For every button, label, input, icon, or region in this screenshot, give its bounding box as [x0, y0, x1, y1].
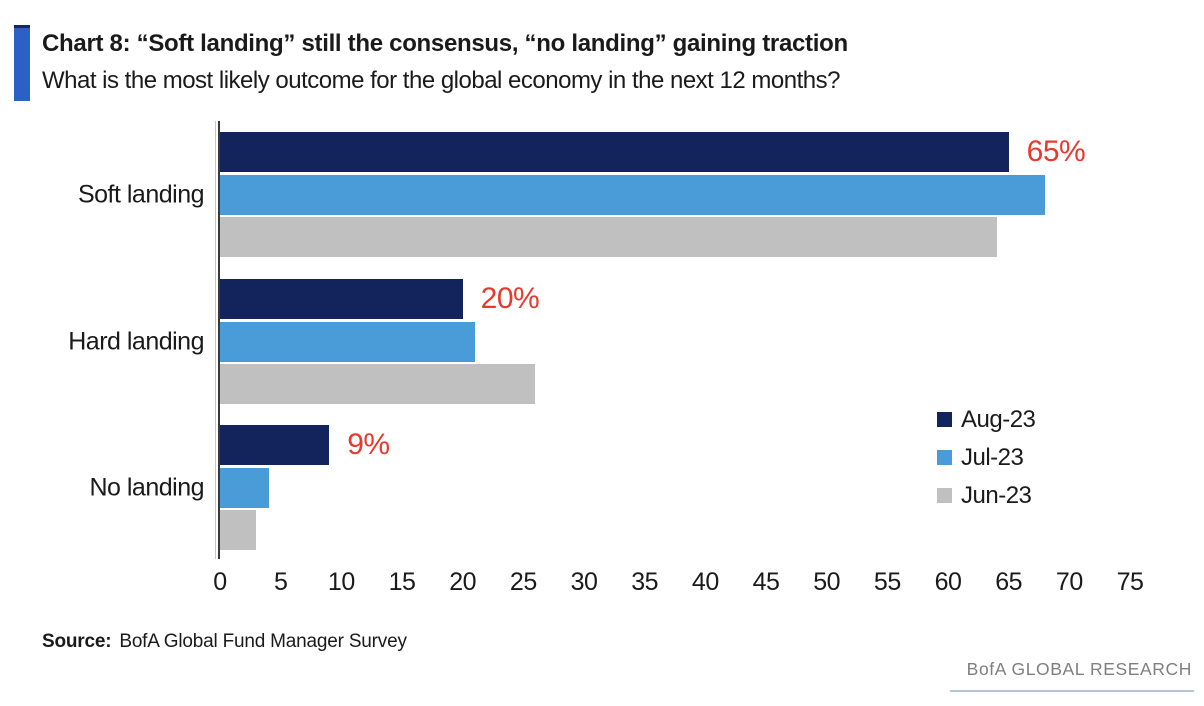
x-tick-label-5: 5	[273, 568, 288, 596]
bar-jul-23-no-landing	[220, 467, 269, 508]
x-tick-label-70: 70	[1055, 568, 1083, 596]
legend-item-aug-23: Aug-23	[937, 406, 1036, 433]
legend-label-jun-23: Jun-23	[961, 482, 1032, 509]
x-tick-label-25: 25	[509, 568, 537, 596]
bar-jul-23-hard-landing	[220, 321, 475, 362]
category-label-hard-landing: Hard landing	[68, 327, 204, 355]
category-axis: Soft landing Hard landing No landing	[0, 123, 204, 557]
x-tick-label-35: 35	[631, 568, 659, 596]
x-tick-label-45: 45	[752, 568, 780, 596]
source-label: Source:	[42, 631, 112, 652]
category-label-soft-landing: Soft landing	[77, 180, 205, 208]
bar-jun-23-soft-landing	[220, 217, 997, 257]
x-tick-label-0: 0	[213, 568, 227, 596]
x-tick-label-10: 10	[327, 568, 355, 596]
x-tick-label-30: 30	[570, 568, 598, 596]
legend-swatch-aug-23	[937, 412, 952, 427]
brand-text: BofA GLOBAL RESEARCH	[966, 659, 1192, 679]
x-tick-label-75: 75	[1116, 568, 1144, 596]
brand-rule	[950, 690, 1194, 692]
source-text: BofA Global Fund Manager Survey	[119, 631, 407, 652]
data-label-65-: 65%	[1026, 135, 1086, 168]
legend-label-jul-23: Jul-23	[961, 444, 1024, 471]
bar-jul-23-soft-landing	[220, 174, 1046, 215]
bar-aug-23-hard-landing	[220, 279, 463, 319]
x-tick-label-15: 15	[388, 568, 416, 596]
x-tick-label-60: 60	[934, 568, 962, 596]
x-axis: 0 5 10 15 20 25 30 35 40 45 50 55 60 65 70 75	[213, 568, 1144, 600]
legend-swatch-jun-23	[937, 488, 952, 503]
legend-item-jul-23: Jul-23	[937, 444, 1035, 471]
chart-header: Chart 8: “Soft landing” still the consen…	[14, 25, 848, 101]
bar-jun-23-hard-landing	[220, 364, 536, 404]
x-tick-label-50: 50	[813, 568, 841, 596]
x-tick-label-40: 40	[691, 568, 719, 596]
bar-aug-23-soft-landing	[220, 132, 1009, 172]
legend-item-jun-23: Jun-23	[937, 482, 1035, 509]
plot-area: 65% 20% 9%	[215, 121, 1130, 559]
x-tick-label-65: 65	[995, 568, 1023, 596]
legend: Aug-23 Jul-23 Jun-23	[937, 406, 1036, 520]
x-tick-label-55: 55	[873, 568, 901, 596]
accent-bar	[14, 25, 30, 101]
bar-aug-23-no-landing	[220, 425, 330, 465]
legend-label-aug-23: Aug-23	[961, 406, 1036, 433]
data-label-20-: 20%	[480, 282, 540, 315]
data-label-9-: 9%	[347, 428, 390, 461]
y-axis-shadow-line	[215, 121, 216, 559]
x-tick-label-20: 20	[449, 568, 477, 596]
chart-subtitle: What is the most likely outcome for the …	[42, 67, 840, 94]
bar-jun-23-no-landing	[220, 510, 257, 550]
y-axis-line	[218, 121, 220, 559]
chart-title: Chart 8: “Soft landing” still the consen…	[42, 30, 848, 57]
category-label-no-landing: No landing	[89, 473, 204, 501]
source-line: Source: BofA Global Fund Manager Survey	[42, 631, 407, 653]
legend-swatch-jul-23	[937, 450, 952, 465]
